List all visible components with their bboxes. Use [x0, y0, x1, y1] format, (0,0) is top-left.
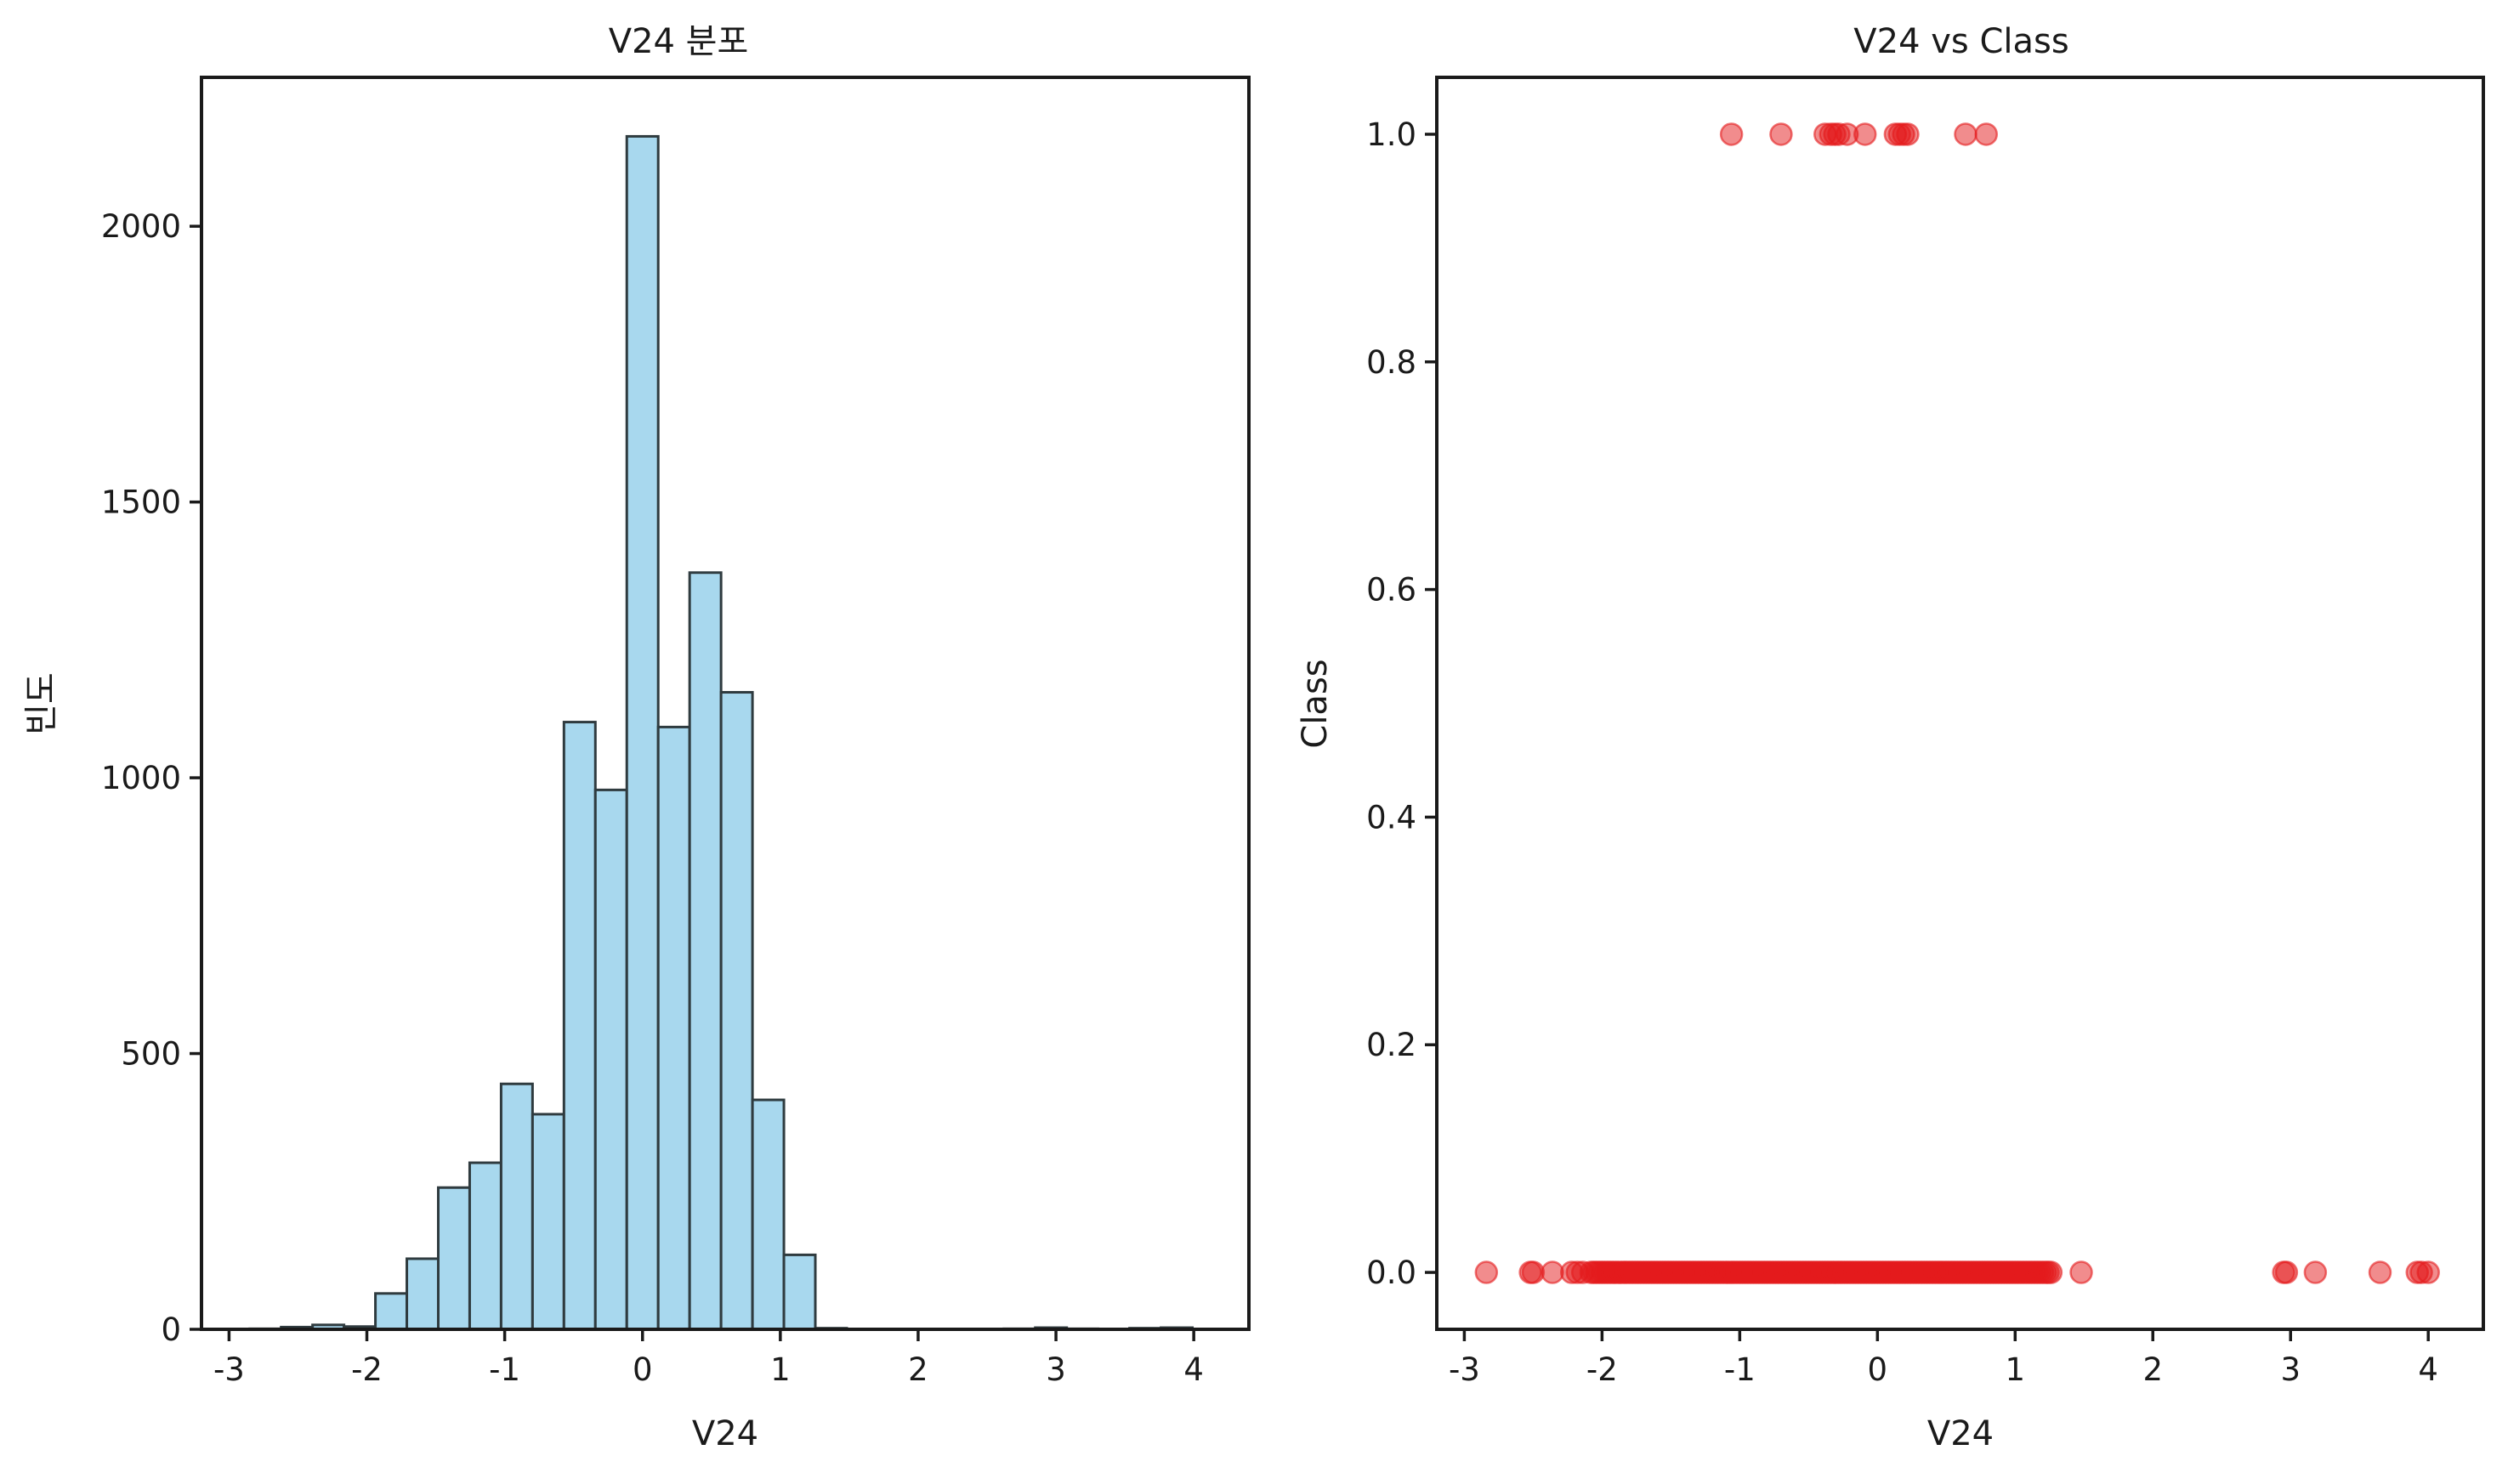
x-tick-label: 3	[2280, 1351, 2301, 1388]
x-tick-label: 1	[2006, 1351, 2026, 1388]
scatter-point	[1896, 122, 1920, 146]
y-tick-label: 0.2	[1366, 1027, 1416, 1063]
x-tick-label: -3	[213, 1351, 245, 1388]
histogram-y-axis-label: 빈도	[22, 672, 61, 735]
scatter-point	[1719, 122, 1744, 146]
y-tick-label: 0.8	[1366, 344, 1416, 381]
x-tick-label: 3	[1046, 1351, 1066, 1388]
x-tick-label: -1	[1724, 1351, 1756, 1388]
histogram-frame	[200, 76, 1251, 1331]
histogram-bar	[656, 725, 691, 1331]
scatter-frame	[1435, 76, 2485, 1331]
scatter-title: V24 vs Class	[1853, 22, 2068, 61]
histogram-bar	[625, 134, 660, 1331]
y-tick-label: 1000	[101, 760, 181, 796]
scatter-points	[1474, 122, 2440, 1284]
histogram-bar	[751, 1098, 786, 1331]
scatter-y-ticks: 0.0 0.2 0.4 0.6 0.8 1.0	[1366, 116, 1437, 1291]
y-tick-label: 1500	[101, 484, 181, 521]
scatter-point	[1853, 122, 1877, 146]
scatter-point	[1541, 1260, 1564, 1284]
histogram-bar	[531, 1113, 565, 1331]
y-tick-label: 500	[121, 1036, 181, 1073]
histogram-bar	[436, 1186, 471, 1331]
scatter-point	[1474, 1260, 1499, 1284]
y-tick-label: 0	[161, 1311, 181, 1348]
scatter-panel: V24 vs Class -3 -2 -1 0 1 2 3 4 0.0 0.2 0.4 0.6 0.8…	[1296, 22, 2485, 1453]
histogram-bar	[406, 1257, 440, 1331]
histogram-bar	[719, 691, 754, 1331]
y-tick-label: 0.0	[1366, 1255, 1416, 1291]
x-tick-label: 4	[1183, 1351, 1204, 1388]
x-tick-label: -2	[351, 1351, 383, 1388]
scatter-point	[2368, 1260, 2392, 1284]
histogram-bar	[782, 1253, 817, 1331]
x-tick-label: 1	[770, 1351, 791, 1388]
x-tick-label: -3	[1449, 1351, 1480, 1388]
y-tick-label: 2000	[101, 208, 181, 245]
x-tick-label: 4	[2418, 1351, 2438, 1388]
x-tick-label: 2	[908, 1351, 928, 1388]
histogram-bar	[499, 1082, 534, 1331]
x-tick-label: 0	[633, 1351, 653, 1388]
histogram-bar	[593, 788, 628, 1331]
histogram-x-ticks: -3 -2 -1 0 1 2 3 4	[213, 1329, 1204, 1388]
y-tick-label: 0.4	[1366, 799, 1416, 835]
x-tick-label: 2	[2142, 1351, 2163, 1388]
x-tick-label: -2	[1586, 1351, 1618, 1388]
histogram-bar	[562, 721, 597, 1331]
y-tick-label: 1.0	[1366, 116, 1416, 153]
histogram-bars	[248, 134, 1194, 1331]
histogram-x-axis-label: V24	[692, 1414, 758, 1453]
scatter-point	[2274, 1260, 2299, 1284]
scatter-point	[2039, 1260, 2063, 1284]
scatter-point	[1974, 122, 1999, 146]
histogram-bar	[468, 1161, 502, 1331]
scatter-point	[2416, 1260, 2440, 1284]
histogram-title: V24 분포	[609, 22, 749, 61]
scatter-x-axis-label: V24	[1927, 1414, 1994, 1453]
histogram-bar	[374, 1292, 409, 1331]
scatter-point	[2069, 1260, 2093, 1284]
scatter-point	[1570, 1260, 1595, 1284]
x-tick-label: -1	[489, 1351, 520, 1388]
scatter-point	[1521, 1260, 1546, 1284]
y-tick-label: 0.6	[1366, 572, 1416, 609]
histogram-bar	[688, 571, 723, 1331]
scatter-point	[1769, 122, 1793, 146]
scatter-x-ticks: -3 -2 -1 0 1 2 3 4	[1449, 1329, 2438, 1388]
x-tick-label: 0	[1868, 1351, 1888, 1388]
histogram-y-ticks: 0 500 1000 1500 2000	[101, 208, 201, 1348]
scatter-point	[1954, 122, 1977, 146]
scatter-point	[2303, 1260, 2328, 1284]
scatter-y-axis-label: Class	[1296, 659, 1335, 748]
